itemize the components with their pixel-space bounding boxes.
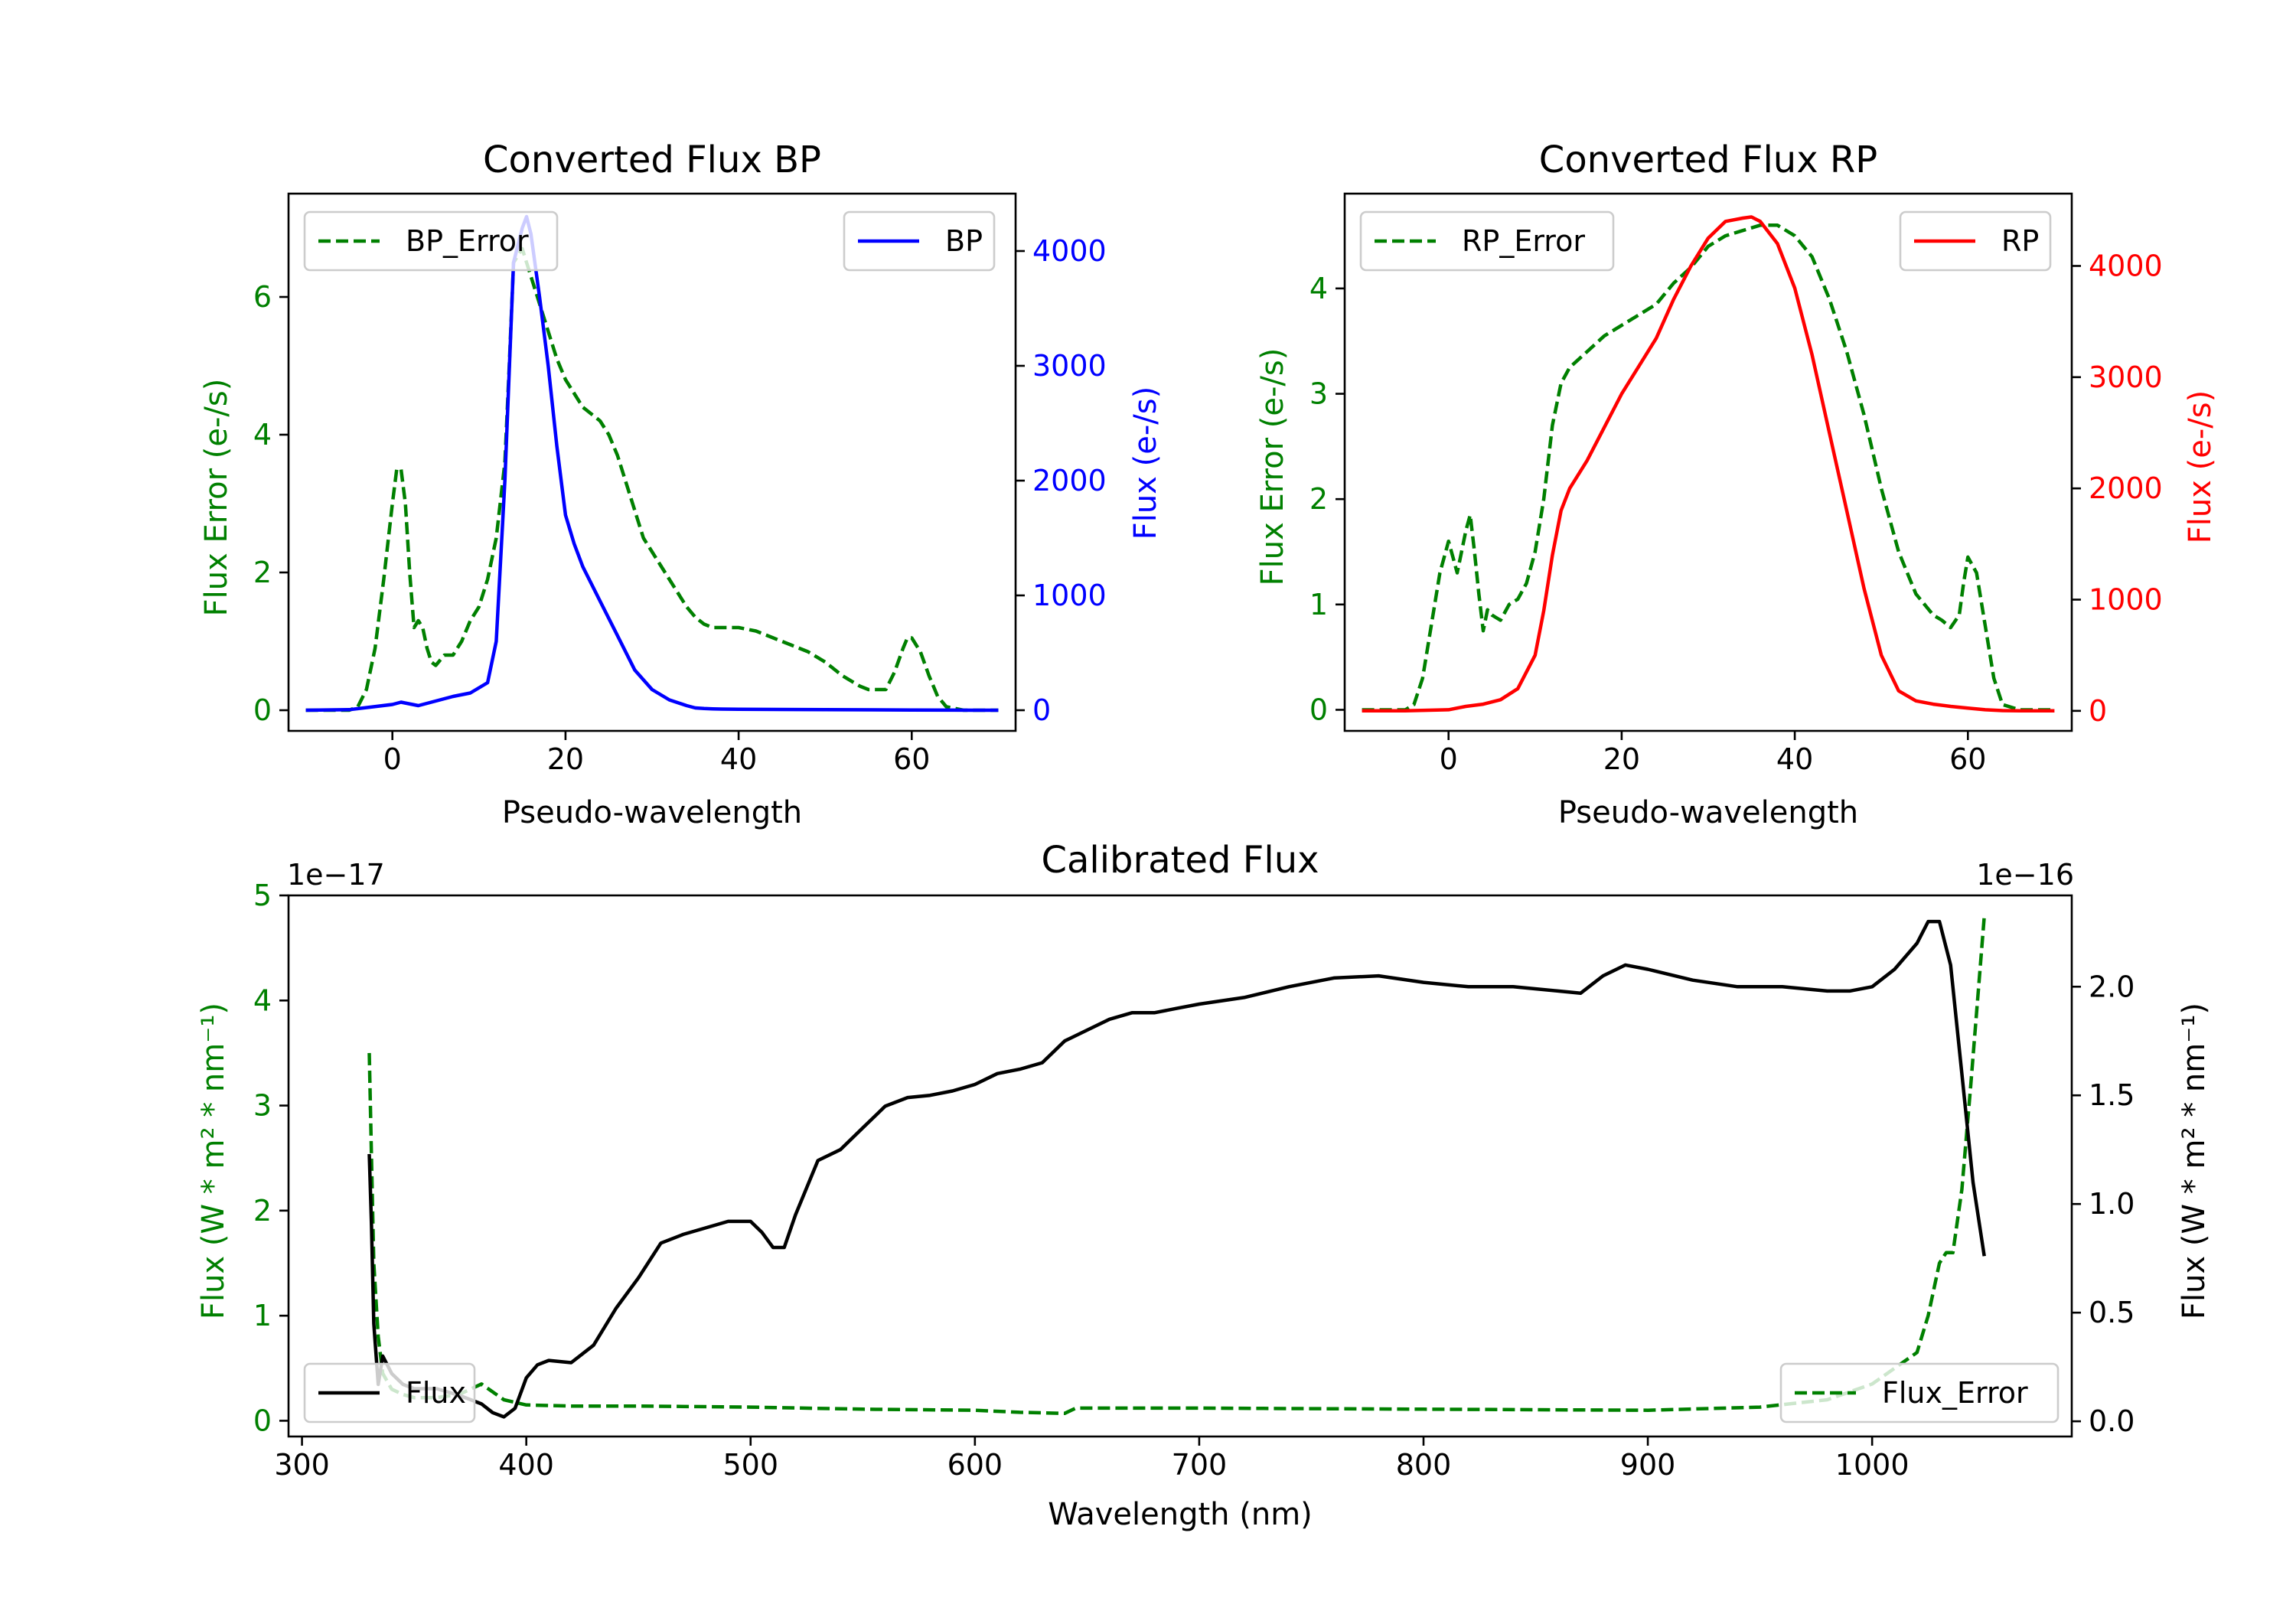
y-tick-label-left: 2 bbox=[1309, 482, 1328, 516]
x-axis-label-calibrated: Wavelength (nm) bbox=[1048, 1497, 1313, 1532]
y-axis-left-label-calibrated: Flux (W * m² * nm⁻¹) bbox=[196, 1003, 231, 1319]
series-line-bp bbox=[305, 214, 999, 713]
y-tick-label-left: 3 bbox=[1309, 377, 1328, 411]
y-tick-label-right: 1000 bbox=[1032, 579, 1107, 612]
x-axis-label-bp: Pseudo-wavelength bbox=[502, 795, 802, 830]
x-tick-label: 60 bbox=[893, 742, 930, 776]
y-tick-label-left: 0 bbox=[253, 693, 272, 727]
panel-converted-flux-rp: Converted Flux RP Pseudo-wavelength Flux… bbox=[1255, 139, 2218, 830]
x-tick-label: 500 bbox=[722, 1448, 778, 1482]
y-tick-label-right: 2.0 bbox=[2089, 970, 2135, 1003]
y-tick-label-right: 1000 bbox=[2089, 582, 2163, 616]
y-axis-right-label-calibrated: Flux (W * m² * nm⁻¹) bbox=[2177, 1003, 2212, 1319]
x-tick-label: 900 bbox=[1620, 1448, 1676, 1482]
legend-box-bp-error bbox=[303, 210, 559, 272]
y-tick-label-right: 3000 bbox=[1032, 349, 1107, 383]
series-line-rp-error bbox=[1362, 223, 2055, 712]
x-tick-label: 600 bbox=[947, 1448, 1003, 1482]
y-tick-label-left: 0 bbox=[1309, 693, 1328, 726]
legend-label-bp: BP bbox=[945, 224, 983, 258]
y-tick-label-left: 2 bbox=[253, 556, 272, 589]
offset-label-right: 1e−16 bbox=[1976, 858, 2074, 892]
x-tick-label: 1000 bbox=[1835, 1448, 1910, 1482]
panel-title-calibrated: Calibrated Flux bbox=[1041, 839, 1319, 882]
x-tick-label: 800 bbox=[1396, 1448, 1452, 1482]
series-line-rp bbox=[1362, 215, 2055, 713]
y-tick-label-right: 0.5 bbox=[2089, 1296, 2135, 1329]
legend-box-rp-error bbox=[1359, 210, 1615, 272]
y-tick-label-right: 2000 bbox=[2089, 471, 2163, 505]
x-tick-label: 20 bbox=[1603, 742, 1640, 776]
plot-calibrated: 300 400 500 600 700 800 900 1000 0 1 2 3 4 5 0.0 0.5 1.0… bbox=[253, 879, 2135, 1482]
y-tick-label-right: 0 bbox=[1032, 693, 1051, 727]
panel-title-rp: Converted Flux RP bbox=[1539, 139, 1877, 181]
y-axis-right-label-rp: Flux (e-/s) bbox=[2183, 390, 2218, 543]
legend-box-flux bbox=[303, 1362, 476, 1423]
y-tick-label-right: 1.5 bbox=[2089, 1078, 2135, 1112]
y-axis-left-label-bp: Flux Error (e-/s) bbox=[199, 379, 234, 617]
y-tick-label-left: 2 bbox=[253, 1194, 272, 1228]
y-tick-label-left: 4 bbox=[253, 418, 272, 452]
x-tick-label: 700 bbox=[1172, 1448, 1228, 1482]
x-tick-label: 40 bbox=[1776, 742, 1813, 776]
y-tick-label-left: 6 bbox=[253, 280, 272, 314]
y-tick-label-left: 5 bbox=[253, 879, 272, 912]
offset-label-left: 1e−17 bbox=[287, 858, 385, 892]
plot-frame-rp bbox=[1343, 192, 2073, 732]
y-tick-label-right: 1.0 bbox=[2089, 1187, 2135, 1221]
y-axis-left-label-rp: Flux Error (e-/s) bbox=[1255, 348, 1290, 586]
x-axis-label-rp: Pseudo-wavelength bbox=[1558, 795, 1858, 830]
y-tick-label-right: 4000 bbox=[2089, 249, 2163, 282]
y-tick-label-left: 1 bbox=[1309, 588, 1328, 621]
y-tick-label-right: 4000 bbox=[1032, 234, 1107, 268]
x-tick-label: 400 bbox=[498, 1448, 554, 1482]
y-tick-label-right: 2000 bbox=[1032, 464, 1107, 497]
x-tick-label: 40 bbox=[720, 742, 757, 776]
y-tick-label-left: 4 bbox=[1309, 272, 1328, 305]
legend-label-flux: Flux bbox=[406, 1376, 466, 1410]
y-tick-label-right: 3000 bbox=[2089, 360, 2163, 394]
y-tick-label-left: 0 bbox=[253, 1404, 272, 1437]
panel-calibrated-flux: Calibrated Flux Wavelength (nm) Flux (W … bbox=[196, 839, 2212, 1532]
legend-label-bp-error: BP_Error bbox=[406, 224, 529, 258]
y-tick-label-right: 0 bbox=[2089, 694, 2107, 728]
x-tick-label: 0 bbox=[1440, 742, 1458, 776]
series-line-flux bbox=[367, 919, 1986, 1419]
plot-frame-bp bbox=[287, 192, 1017, 732]
y-tick-label-left: 3 bbox=[253, 1089, 272, 1123]
y-tick-label-right: 0.0 bbox=[2089, 1404, 2135, 1438]
x-tick-label: 300 bbox=[274, 1448, 330, 1482]
panel-converted-flux-bp: Converted Flux BP Pseudo-wavelength Flux… bbox=[199, 139, 1163, 830]
series-line-bp-error bbox=[305, 246, 999, 713]
y-tick-label-left: 4 bbox=[253, 983, 272, 1017]
x-tick-label: 0 bbox=[383, 742, 402, 776]
plot-frame-calibrated bbox=[287, 894, 2073, 1438]
x-tick-label: 20 bbox=[547, 742, 584, 776]
y-tick-label-left: 1 bbox=[253, 1299, 272, 1332]
legend-label-rp-error: RP_Error bbox=[1462, 224, 1585, 258]
legend-label-flux-error: Flux_Error bbox=[1882, 1376, 2028, 1410]
legend-label-rp: RP bbox=[2001, 224, 2039, 258]
legend-box-flux-error bbox=[1779, 1362, 2060, 1423]
panel-title-bp: Converted Flux BP bbox=[483, 139, 821, 181]
x-tick-label: 60 bbox=[1949, 742, 1986, 776]
y-axis-right-label-bp: Flux (e-/s) bbox=[1128, 386, 1163, 540]
